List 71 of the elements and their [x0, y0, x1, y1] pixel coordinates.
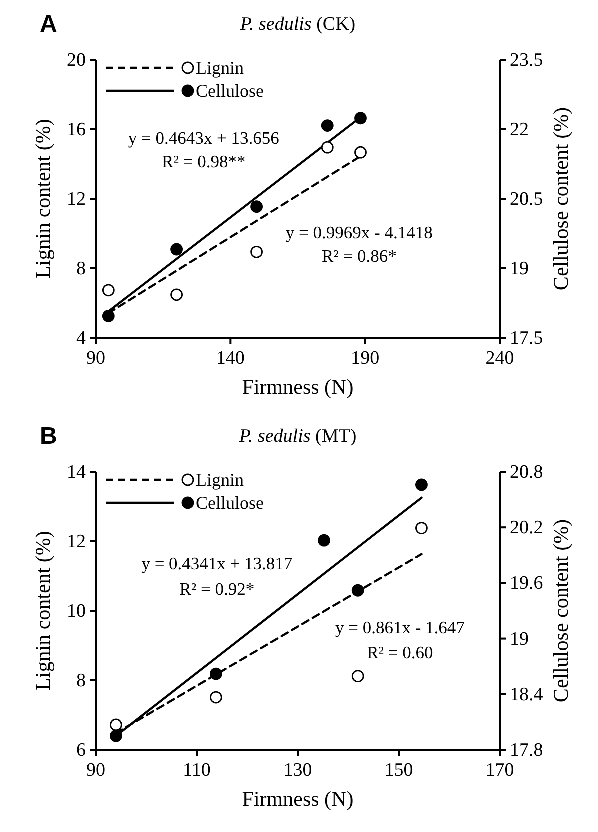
y2-tick-label: 22: [510, 120, 529, 140]
point: [210, 668, 222, 680]
y2-tick-label: 17.5: [510, 328, 544, 349]
y2-axis-title: Cellulose content (%): [549, 107, 573, 291]
x-tick-label: 190: [351, 348, 380, 369]
y-tick-label: 12: [67, 189, 86, 210]
y2-tick-label: 20.2: [510, 518, 544, 539]
annotation: R² = 0.98**: [162, 151, 246, 172]
y2-tick-label: 23.5: [510, 50, 544, 71]
point: [250, 200, 263, 214]
annotation: y = 0.9969x - 4.1418: [286, 222, 434, 242]
x-tick-label: 150: [384, 760, 414, 781]
annotation: R² = 0.92*: [180, 578, 255, 599]
y-axis-title: Lignin content (%): [31, 531, 55, 691]
point: [352, 670, 364, 683]
text: B: [40, 423, 58, 450]
y-tick-label: 14: [67, 462, 86, 483]
annotation: y = 0.4341x + 13.817: [142, 554, 293, 574]
y-tick-label: 8: [76, 258, 86, 280]
annotation: y = 0.861x - 1.647: [335, 618, 466, 638]
y-tick-label: 10: [67, 601, 86, 622]
x-axis-title: Firmness (N): [242, 787, 354, 811]
point: [354, 146, 367, 159]
point: [321, 141, 334, 154]
x-tick-label: 240: [486, 348, 514, 369]
x-tick-label: 170: [486, 760, 514, 781]
point: [318, 534, 330, 547]
y-tick-label: 20: [67, 50, 86, 71]
y-tick-label: 12: [67, 532, 86, 552]
legend-label: Lignin: [196, 470, 244, 490]
chart-title: P. sedulis (MT): [238, 426, 357, 447]
legend-label: Lignin: [196, 58, 244, 78]
y-tick-label: 8: [76, 670, 86, 692]
y2-tick-label: 18.4: [510, 684, 544, 706]
legend-label: Cellulose: [196, 81, 264, 101]
text: A: [40, 11, 58, 38]
x-tick-label: 90: [86, 760, 106, 781]
y-tick-label: 4: [76, 328, 86, 349]
y-tick-label: 16: [67, 120, 86, 140]
chart-title: P. sedulis (CK): [239, 14, 356, 35]
point: [416, 478, 428, 492]
legend-label: Cellulose: [196, 493, 264, 513]
point: [102, 310, 115, 322]
y2-tick-label: 19: [510, 258, 529, 280]
annotation: y = 0.4643x + 13.656: [128, 128, 280, 148]
x-tick-label: 110: [183, 760, 211, 781]
y2-tick-label: 19.6: [510, 573, 544, 594]
point: [170, 243, 183, 256]
y2-axis-title: Cellulose content (%): [549, 519, 573, 703]
y2-tick-label: 20.5: [510, 189, 544, 210]
point: [354, 112, 367, 125]
point: [210, 691, 222, 704]
y2-tick-label: 19: [510, 628, 529, 650]
x-axis-title: Firmness (N): [242, 375, 354, 399]
point: [110, 718, 122, 732]
y-axis-title: Lignin content (%): [31, 119, 55, 279]
point: [102, 284, 115, 297]
y2-tick-label: 20.8: [510, 462, 544, 483]
point: [321, 120, 334, 132]
point: [352, 584, 364, 597]
point: [416, 522, 428, 534]
x-tick-label: 90: [86, 348, 106, 369]
annotation: R² = 0.86*: [322, 246, 397, 266]
x-tick-label: 140: [216, 348, 245, 369]
y2-tick-label: 17.8: [510, 740, 544, 761]
point: [250, 246, 263, 258]
annotation: R² = 0.60: [367, 642, 434, 663]
point: [170, 288, 183, 302]
y-tick-label: 6: [76, 740, 86, 761]
x-tick-label: 130: [284, 760, 312, 781]
point: [110, 730, 122, 742]
